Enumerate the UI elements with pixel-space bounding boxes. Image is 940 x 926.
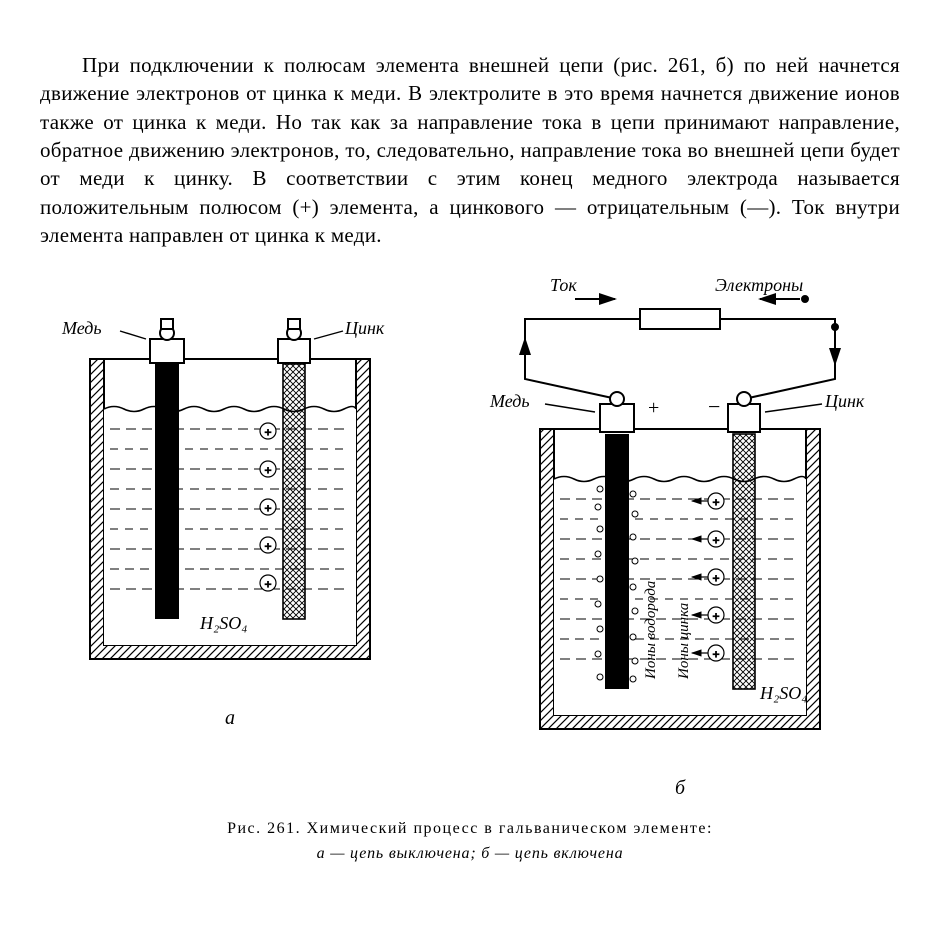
zinc-ions-label: Ионы цинка [676, 603, 692, 680]
svg-text:+: + [265, 463, 272, 477]
electrons-label: Электроны [715, 279, 803, 295]
current-label: Ток [550, 279, 577, 295]
plus-sign: + [648, 397, 659, 419]
copper-electrode [150, 319, 184, 619]
svg-text:+: + [265, 539, 272, 553]
hydrogen-ions-label: Ионы водорода [643, 581, 659, 680]
figure-caption: Рис. 261. Химический процесс в гальванич… [40, 818, 900, 865]
svg-text:+: + [713, 647, 720, 661]
formula-label-b: H₂SO₄ [759, 683, 808, 703]
electrolyte [104, 407, 356, 646]
diagram-a-svg: + + + + + Медь Цинк H₂SO₄ [50, 279, 410, 689]
zinc-label: Цинк [344, 318, 385, 338]
figure-261: + + + + + Медь Цинк H₂SO₄ а [40, 279, 900, 801]
svg-text:+: + [265, 425, 272, 439]
svg-text:+: + [265, 501, 272, 515]
svg-text:+: + [713, 495, 720, 509]
svg-text:+: + [713, 533, 720, 547]
fig-a-letter: а [50, 705, 410, 732]
diagram-b: Ток Электроны [470, 279, 890, 801]
svg-text:+: + [265, 577, 272, 591]
fig-b-letter: б [470, 775, 890, 802]
body-paragraph: При подключении к полюсам элемента внешн… [40, 51, 900, 249]
zinc-electrode-b [728, 392, 760, 689]
minus-sign: − [708, 394, 720, 419]
svg-text:+: + [713, 571, 720, 585]
caption-main: Рис. 261. Химический процесс в гальванич… [227, 820, 713, 837]
formula-label: H₂SO₄ [199, 613, 248, 633]
copper-label: Медь [61, 318, 102, 338]
zinc-electrode [278, 319, 310, 619]
diagram-b-svg: Ток Электроны [470, 279, 890, 759]
svg-text:+: + [713, 609, 720, 623]
copper-label-b: Медь [489, 391, 530, 411]
external-circuit [525, 296, 838, 399]
diagram-a: + + + + + Медь Цинк H₂SO₄ а [50, 279, 410, 801]
zinc-label-b: Цинк [824, 391, 865, 411]
caption-sub: а — цепь выключена; б — цепь включена [40, 843, 900, 865]
